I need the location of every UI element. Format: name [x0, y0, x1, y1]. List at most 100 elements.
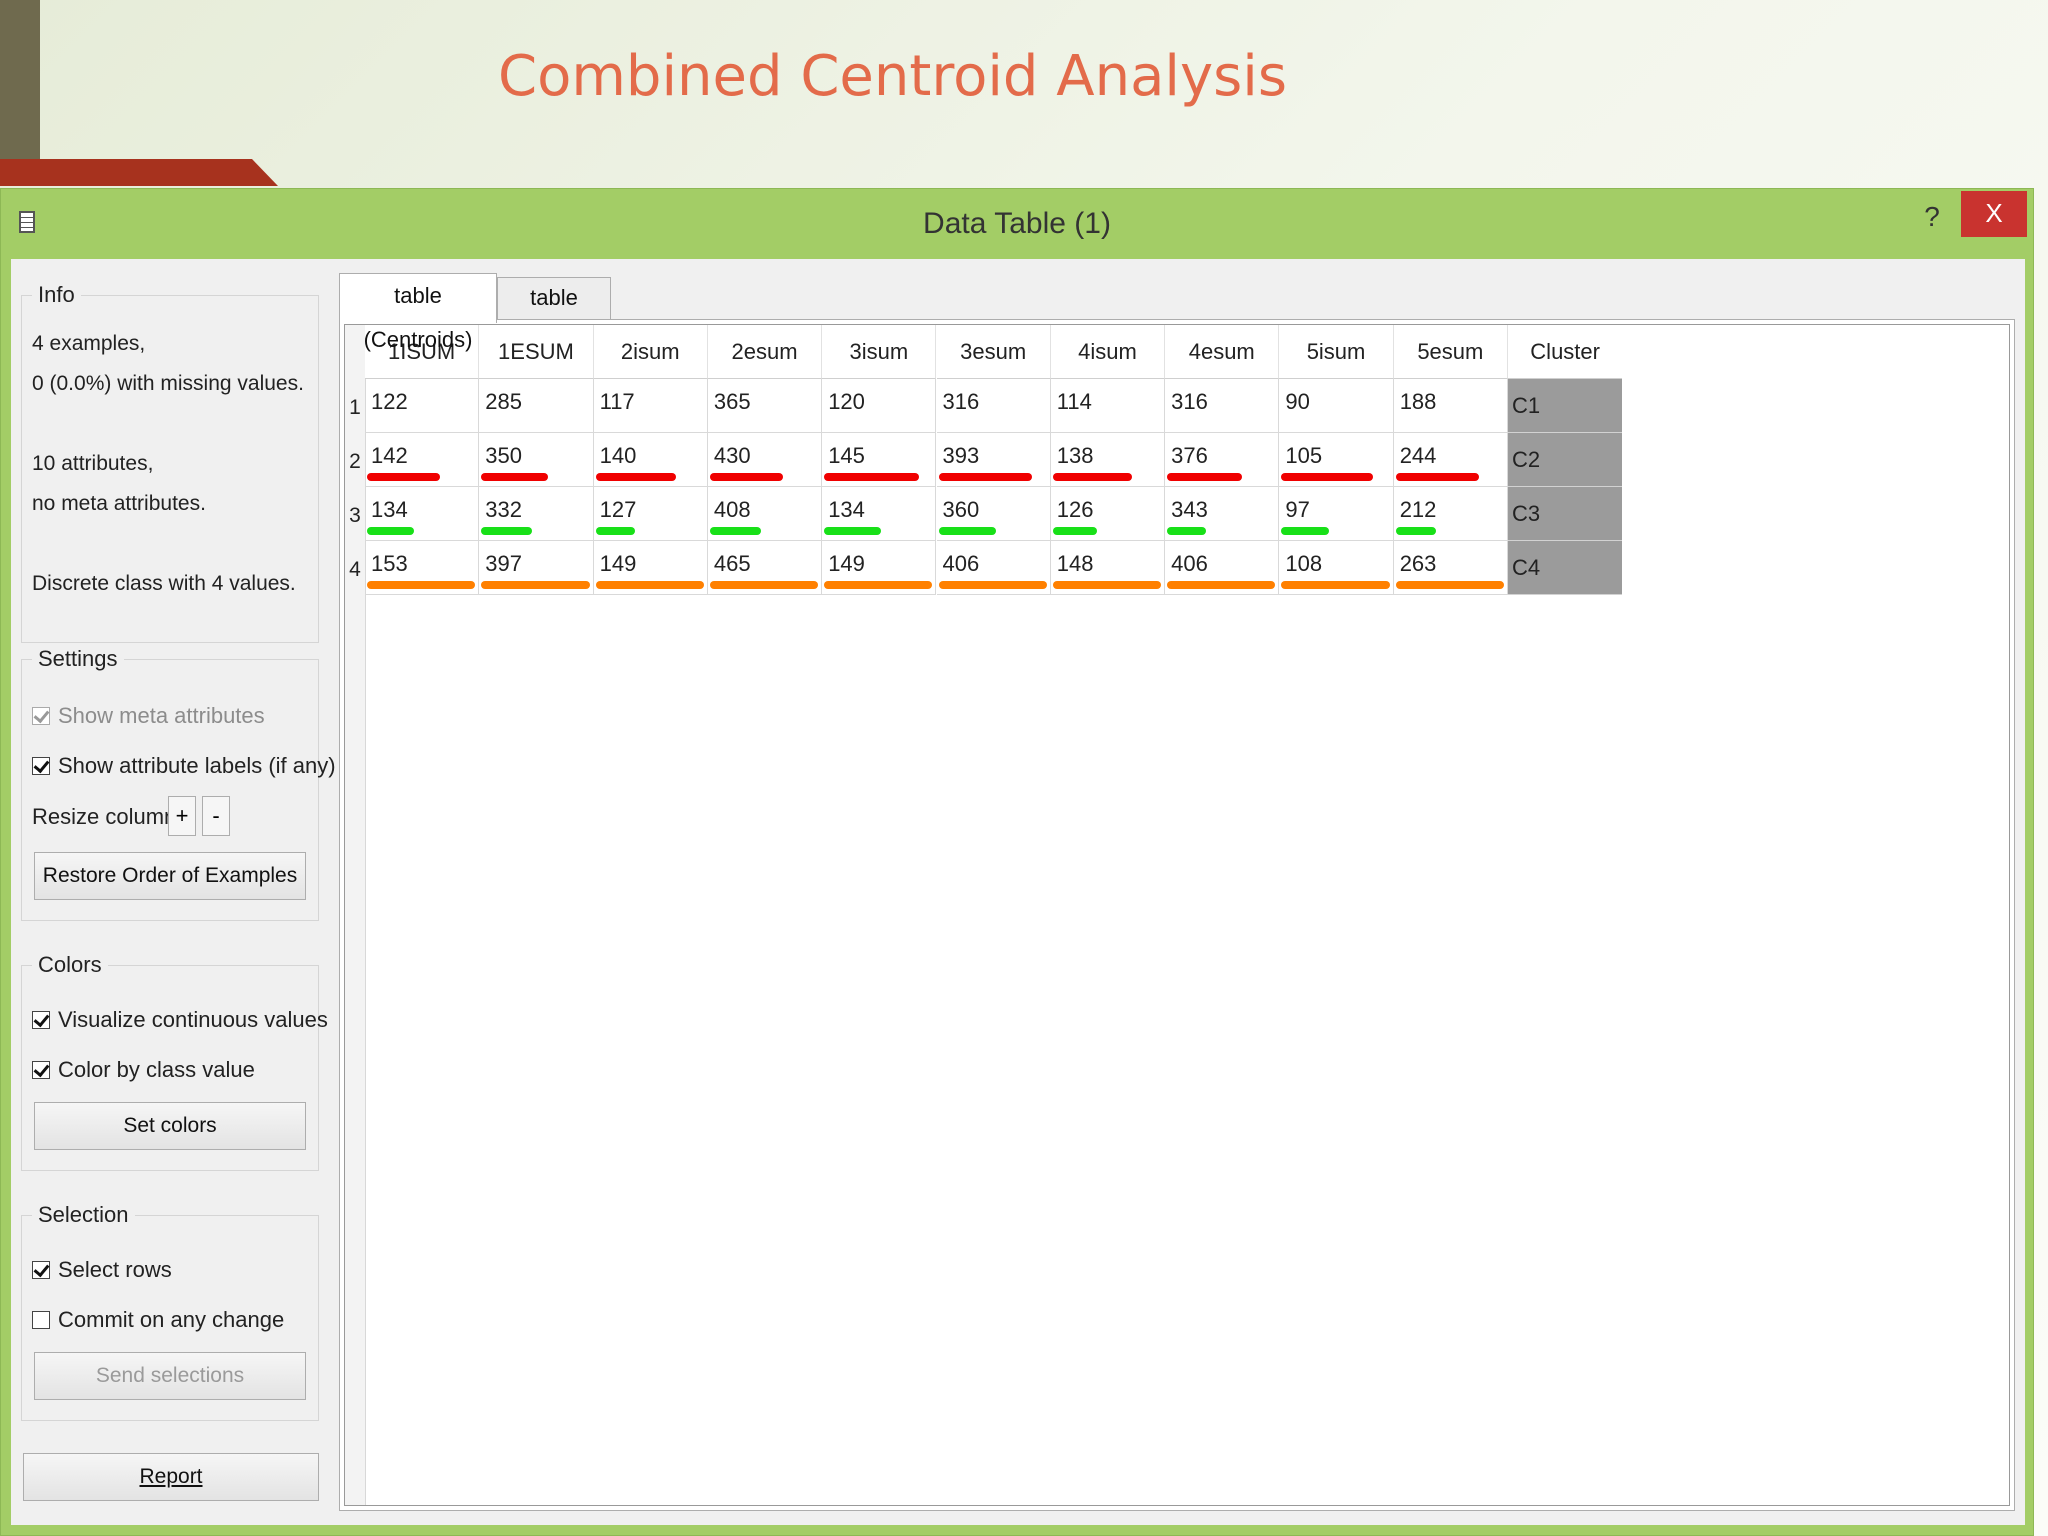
table-cell[interactable]: 108: [1279, 541, 1394, 595]
table-cell[interactable]: 126: [1050, 487, 1166, 541]
close-button[interactable]: X: [1961, 191, 2027, 237]
table-cell[interactable]: 90: [1279, 379, 1394, 433]
slide-decor-stripe: [0, 0, 40, 162]
restore-order-button[interactable]: Restore Order of Examples: [34, 852, 306, 900]
column-header-2isum[interactable]: 2isum: [593, 325, 708, 379]
table-cell[interactable]: 153: [365, 541, 480, 595]
title-bar[interactable]: Data Table (1) ? X: [1, 189, 2033, 257]
table-cell[interactable]: 365: [707, 379, 823, 433]
table-cell[interactable]: 376: [1165, 433, 1280, 487]
cell-value: 149: [599, 551, 637, 576]
commit-on-change-checkbox[interactable]: Commit on any change: [32, 1306, 284, 1334]
column-header-2esum[interactable]: 2esum: [707, 325, 823, 379]
table-cell[interactable]: 285: [479, 379, 594, 433]
color-by-class-checkbox[interactable]: Color by class value: [32, 1056, 255, 1084]
table-cell[interactable]: 360: [936, 487, 1051, 541]
column-header-1isum[interactable]: 1ISUM: [365, 325, 480, 379]
column-header-3esum[interactable]: 3esum: [936, 325, 1051, 379]
table-cell[interactable]: 117: [593, 379, 708, 433]
value-bar: [1052, 527, 1097, 535]
table-cell[interactable]: 127: [593, 487, 708, 541]
table-cell[interactable]: 393: [936, 433, 1051, 487]
show-labels-checkbox[interactable]: Show attribute labels (if any): [32, 752, 336, 780]
slide-title: Combined Centroid Analysis: [498, 44, 1288, 109]
table-cell[interactable]: 134: [365, 487, 480, 541]
table-cell[interactable]: 212: [1393, 487, 1508, 541]
table-cell[interactable]: 140: [593, 433, 708, 487]
report-button[interactable]: Report: [23, 1453, 319, 1501]
table-cell[interactable]: 148: [1050, 541, 1166, 595]
info-legend: Info: [32, 282, 81, 308]
set-colors-button[interactable]: Set colors: [34, 1102, 306, 1150]
tab-centroids[interactable]: table (Centroids): [339, 273, 497, 352]
show-meta-checkbox[interactable]: Show meta attributes: [32, 702, 265, 730]
value-bar: [824, 473, 919, 481]
table-cell[interactable]: 465: [707, 541, 823, 595]
visualize-values-checkbox[interactable]: Visualize continuous values: [32, 1006, 328, 1034]
table-cell[interactable]: 430: [707, 433, 823, 487]
cell-value: 138: [1056, 443, 1094, 468]
select-rows-checkbox[interactable]: Select rows: [32, 1256, 172, 1284]
table-cell[interactable]: 145: [822, 433, 937, 487]
tab-data[interactable]: table (Data): [497, 277, 611, 350]
value-bar: [481, 473, 548, 481]
table-cell[interactable]: 343: [1165, 487, 1280, 541]
table-cell[interactable]: 138: [1050, 433, 1166, 487]
help-button[interactable]: ?: [1924, 201, 1940, 232]
checkbox-icon: [32, 757, 50, 775]
row-header: [345, 325, 366, 1505]
cell-value: 114: [1056, 389, 1092, 414]
column-header-cluster[interactable]: Cluster: [1508, 325, 1623, 379]
value-bar: [938, 473, 1033, 481]
cell-value: 127: [599, 497, 637, 522]
value-bar: [367, 527, 415, 535]
table-cell[interactable]: 406: [936, 541, 1051, 595]
table-cell[interactable]: 408: [707, 487, 823, 541]
column-header-5esum[interactable]: 5esum: [1393, 325, 1508, 379]
table-cell[interactable]: 263: [1393, 541, 1508, 595]
table-cell[interactable]: 188: [1393, 379, 1508, 433]
table-cell[interactable]: 397: [479, 541, 594, 595]
table-cell[interactable]: 332: [479, 487, 594, 541]
cluster-cell[interactable]: C2: [1508, 433, 1623, 487]
cell-value: 393: [942, 443, 980, 468]
table-cell[interactable]: 406: [1165, 541, 1280, 595]
column-header-1esum[interactable]: 1ESUM: [479, 325, 594, 379]
column-header-5isum[interactable]: 5isum: [1279, 325, 1394, 379]
data-table[interactable]: 1ISUM1ESUM2isum2esum3isum3esum4isum4esum…: [344, 324, 2010, 1506]
checkbox-icon: [32, 1261, 50, 1279]
value-bar: [1167, 527, 1206, 535]
column-header-4isum[interactable]: 4isum: [1050, 325, 1166, 379]
table-cell[interactable]: 105: [1279, 433, 1394, 487]
cell-value: 134: [371, 497, 408, 522]
value-bar: [824, 581, 933, 589]
table-cell[interactable]: 316: [1165, 379, 1280, 433]
cluster-cell[interactable]: C3: [1508, 487, 1623, 541]
resize-plus-button[interactable]: +: [168, 796, 196, 836]
table-cell[interactable]: 134: [822, 487, 937, 541]
table-cell[interactable]: 350: [479, 433, 594, 487]
table-cell[interactable]: 114: [1050, 379, 1166, 433]
info-missing: 0 (0.0%) with missing values.: [32, 372, 304, 395]
cluster-cell[interactable]: C1: [1508, 379, 1623, 433]
table-cell[interactable]: 122: [365, 379, 480, 433]
cluster-cell[interactable]: C4: [1508, 541, 1623, 595]
table-cell[interactable]: 142: [365, 433, 480, 487]
value-bar: [1395, 581, 1504, 589]
data-table-window: Data Table (1) ? X Info 4 examples, 0 (0…: [0, 188, 2034, 1536]
table-cell[interactable]: 149: [593, 541, 708, 595]
cell-value: 153: [371, 551, 408, 576]
send-selections-button[interactable]: Send selections: [34, 1352, 306, 1400]
table-cell[interactable]: 120: [822, 379, 937, 433]
slide-decor-bar: [0, 159, 278, 186]
table-cell[interactable]: 97: [1279, 487, 1394, 541]
resize-minus-button[interactable]: -: [202, 796, 230, 836]
value-bar: [709, 473, 784, 481]
table-cell[interactable]: 149: [822, 541, 937, 595]
table-cell[interactable]: 316: [936, 379, 1051, 433]
cell-value: 149: [828, 551, 865, 576]
value-bar: [1281, 473, 1374, 481]
column-header-4esum[interactable]: 4esum: [1165, 325, 1280, 379]
table-cell[interactable]: 244: [1393, 433, 1508, 487]
column-header-3isum[interactable]: 3isum: [822, 325, 937, 379]
